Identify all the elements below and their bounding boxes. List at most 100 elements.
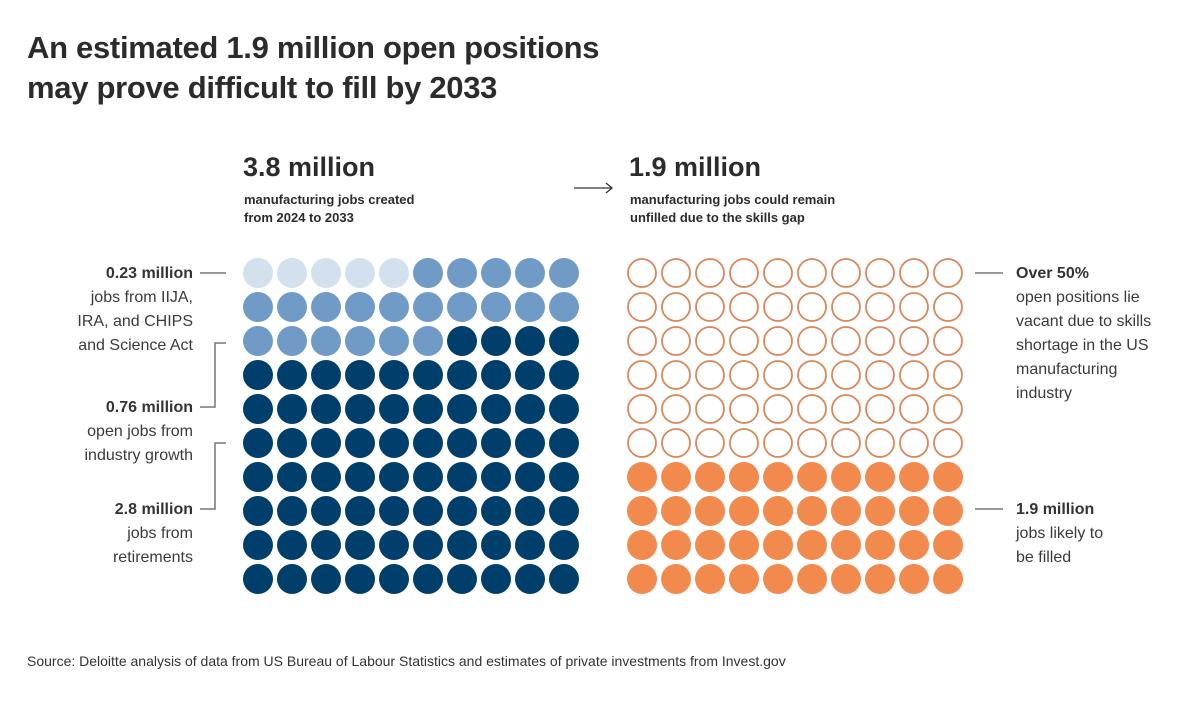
waffle-dot (627, 496, 657, 526)
waffle-dot (627, 326, 657, 356)
label-line: retirements (112, 549, 193, 566)
waffle-dot (695, 496, 725, 526)
waffle-dot (549, 258, 579, 288)
waffle-dot (549, 292, 579, 322)
waffle-dot (933, 326, 963, 356)
waffle-dot (311, 292, 341, 322)
waffle-dot (933, 428, 963, 458)
waffle-dot (345, 462, 375, 492)
waffle-dot (515, 394, 545, 424)
waffle-dot (345, 496, 375, 526)
waffle-dot (899, 326, 929, 356)
waffle-dot (627, 394, 657, 424)
waffle-dot (899, 530, 929, 560)
waffle-dot (345, 326, 375, 356)
waffle-dot (899, 462, 929, 492)
waffle-dot (899, 564, 929, 594)
waffle-dot (277, 258, 307, 288)
waffle-dot (549, 564, 579, 594)
waffle-dot (763, 530, 793, 560)
waffle-dot (865, 530, 895, 560)
waffle-dot (763, 258, 793, 288)
label-value: 2.8 million (114, 501, 193, 518)
waffle-dot (729, 394, 759, 424)
waffle-dot (899, 258, 929, 288)
label-value: 0.23 million (105, 265, 193, 282)
waffle-dot (763, 394, 793, 424)
waffle-dot (311, 326, 341, 356)
waffle-dot (695, 326, 725, 356)
label-line: IRA, and CHIPS (77, 313, 193, 330)
waffle-dot (899, 496, 929, 526)
waffle-dot (933, 530, 963, 560)
right-arrow-icon (574, 182, 614, 194)
waffle-dot (899, 394, 929, 424)
waffle-dot (413, 428, 443, 458)
waffle-dot (627, 258, 657, 288)
waffle-dot (933, 462, 963, 492)
waffle-dot (729, 564, 759, 594)
waffle-dot (729, 292, 759, 322)
waffle-dot (481, 462, 511, 492)
waffle-dot (661, 462, 691, 492)
waffle-dot (345, 360, 375, 390)
waffle-dot (763, 292, 793, 322)
waffle-dot (933, 292, 963, 322)
waffle-dot (481, 530, 511, 560)
waffle-dot (797, 564, 827, 594)
waffle-dot (379, 360, 409, 390)
waffle-dot (831, 326, 861, 356)
waffle-dot (311, 428, 341, 458)
waffle-dot (447, 462, 477, 492)
waffle-dot (243, 258, 273, 288)
label-value: 0.76 million (105, 399, 193, 416)
waffle-dot (763, 496, 793, 526)
waffle-dot (627, 428, 657, 458)
waffle-dot (277, 326, 307, 356)
waffle-dot (729, 326, 759, 356)
label-iija: 0.23 million jobs from IIJA, IRA, and CH… (77, 262, 193, 358)
waffle-dot (729, 496, 759, 526)
waffle-dot (933, 258, 963, 288)
source-note: Source: Deloitte analysis of data from U… (27, 653, 786, 669)
waffle-dot (515, 496, 545, 526)
waffle-dot (481, 564, 511, 594)
label-line: jobs likely to (1016, 525, 1104, 542)
waffle-dot (379, 258, 409, 288)
waffle-dot (447, 394, 477, 424)
waffle-dot (379, 530, 409, 560)
subtitle-line: from 2024 to 2033 (244, 210, 354, 225)
waffle-dot (447, 496, 477, 526)
waffle-dot (627, 530, 657, 560)
subtitle-line: manufacturing jobs could remain (630, 192, 836, 207)
waffle-dot (729, 530, 759, 560)
bracket-growth (200, 342, 226, 408)
waffle-dot (695, 530, 725, 560)
waffle-dot (413, 258, 443, 288)
title-line: may prove difficult to fill by 2033 (27, 70, 498, 105)
waffle-dot (695, 428, 725, 458)
waffle-dot (277, 564, 307, 594)
label-filled: 1.9 million jobs likely to be filled (1016, 498, 1103, 570)
waffle-dot (797, 496, 827, 526)
waffle-dot (345, 394, 375, 424)
label-line: shortage in the US (1016, 337, 1149, 354)
waffle-dot (277, 428, 307, 458)
right-subtitle: manufacturing jobs could remain unfilled… (630, 191, 835, 227)
waffle-dot (831, 496, 861, 526)
waffle-dot (661, 326, 691, 356)
waffle-dot (831, 394, 861, 424)
waffle-dot (933, 564, 963, 594)
waffle-dot (379, 462, 409, 492)
waffle-dot (243, 462, 273, 492)
waffle-dot (865, 462, 895, 492)
waffle-dot (729, 428, 759, 458)
left-total: 3.8 million (243, 152, 376, 182)
waffle-dot (277, 496, 307, 526)
waffle-dot (447, 326, 477, 356)
waffle-dot (729, 258, 759, 288)
label-growth: 0.76 million open jobs from industry gro… (85, 396, 194, 468)
waffle-dot (311, 564, 341, 594)
waffle-dot (831, 360, 861, 390)
waffle-dot (515, 564, 545, 594)
